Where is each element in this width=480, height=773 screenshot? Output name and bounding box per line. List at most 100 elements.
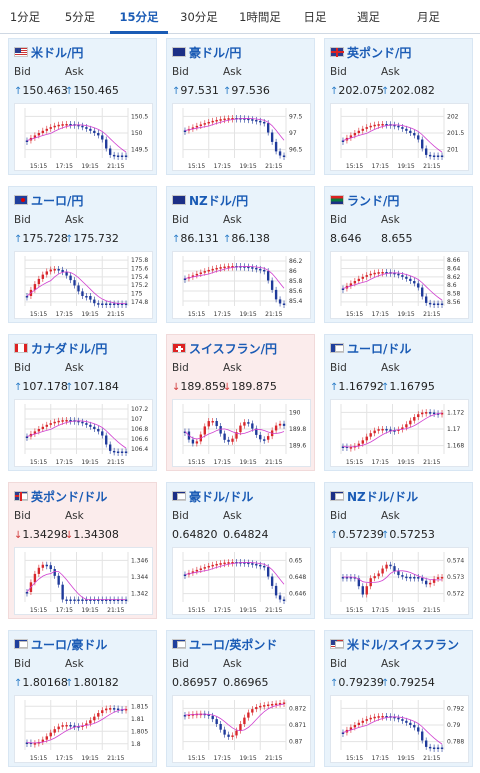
candle-body	[77, 420, 80, 423]
candle-body	[259, 564, 262, 567]
candle-body	[409, 278, 412, 282]
pair-name-link[interactable]: 豪ドル/ドル	[189, 490, 254, 504]
mini-candlestick-chart[interactable]: 202 201.5 201 15:15 17:15 19:15 21:15	[330, 103, 469, 171]
pair-name-link[interactable]: スイスフラン/円	[189, 342, 278, 356]
tab-2[interactable]: 15分足	[110, 0, 168, 34]
rate-card[interactable]: スイスフラン/円 Bid Ask ↓189.859 ↓189.875 190 189.8 18…	[166, 334, 315, 471]
pair-name-link[interactable]: 英ポンド/ドル	[31, 490, 108, 504]
tab-1[interactable]: 5分足	[64, 10, 96, 24]
candle-body	[57, 420, 60, 423]
candle-body	[381, 124, 384, 126]
mini-candlestick-chart[interactable]: 86.2 86 85.8 85.6 85.4 15:15 17:15 19:15 21:15	[172, 251, 311, 319]
mini-candlestick-chart[interactable]: 0.872 0.871 0.87 15:15 17:15 19:15 21:15	[172, 695, 311, 763]
candle-body	[235, 730, 238, 736]
pair-name-link[interactable]: ユーロ/英ポンド	[189, 638, 278, 652]
mini-candlestick-chart[interactable]: 1.815 1.81 1.805 1.8 15:15 17:15 19:15 21:15	[14, 695, 153, 763]
candle-body	[247, 118, 250, 121]
candle-body	[65, 272, 68, 276]
mini-candlestick-chart[interactable]: 0.792 0.79 0.788 15:15 17:15 19:15 21:15	[330, 695, 469, 763]
rate-card[interactable]: NZドル/円 Bid Ask ↑86.131 ↑86.138 86.2 86 85.8 85.6…	[166, 186, 315, 323]
pair-name-link[interactable]: ユーロ/ドル	[347, 342, 412, 356]
rate-card[interactable]: 英ポンド/ドル Bid Ask ↓1.34298 ↓1.34308 1.346 1.344 1…	[8, 482, 157, 619]
pair-name-link[interactable]: 英ポンド/円	[347, 46, 412, 60]
pair-name-link[interactable]: 米ドル/円	[31, 46, 84, 60]
candle-body	[116, 155, 120, 157]
candle-body	[97, 713, 100, 717]
pair-name-link[interactable]: ユーロ/豪ドル	[31, 638, 108, 652]
candle-body	[377, 429, 380, 431]
moving-average-line	[26, 570, 127, 600]
tab-5[interactable]: 日足	[303, 10, 327, 24]
chart-svg: 86.2 86 85.8 85.6 85.4 15:15 17:15 19:15 21:15	[182, 256, 303, 318]
y-tick-label: 0.648	[289, 574, 306, 581]
rate-card[interactable]: ユーロ/円 Bid Ask ↑175.728 ↑175.732 175.8 175.6 175…	[8, 186, 157, 323]
y-tick-label: 8.56	[447, 299, 461, 306]
currency-flag-icon	[14, 639, 28, 649]
tab-4[interactable]: 1時間足	[239, 10, 281, 24]
y-tick-label: 1.342	[131, 591, 148, 598]
mini-candlestick-chart[interactable]: 107.2 107 106.8 106.6 106.4 15:15 17:15 19:15 21…	[14, 399, 153, 467]
candle-body	[432, 155, 436, 157]
ask-price: ↑1.80182	[65, 676, 119, 689]
mini-candlestick-chart[interactable]: 8.66 8.64 8.62 8.6 8.58 8.56 15:15 17:15 19:15 21…	[330, 251, 469, 319]
mini-candlestick-chart[interactable]: 97.5 97 96.5 15:15 17:15 19:15 21:15	[172, 103, 311, 171]
candle-body	[417, 283, 420, 288]
bid-value: 202.075	[338, 84, 384, 97]
bid-price: ↑202.075	[330, 84, 384, 97]
candle-body	[120, 303, 124, 305]
candle-body	[247, 266, 250, 269]
mini-candlestick-chart[interactable]: 190 189.8 189.6 15:15 17:15 19:15 21:15	[172, 399, 311, 467]
pair-name-link[interactable]: ランド/円	[347, 194, 400, 208]
ask-value: 0.86965	[223, 676, 269, 689]
rate-card[interactable]: ランド/円 Bid Ask 8.646 8.655 8.66 8.64 8.62 8.6 8.58…	[324, 186, 473, 323]
mini-candlestick-chart[interactable]: 0.574 0.573 0.572 15:15 17:15 19:15 21:15	[330, 547, 469, 615]
pair-name-link[interactable]: ユーロ/円	[31, 194, 84, 208]
candle-body	[183, 431, 187, 433]
tab-0[interactable]: 1分足	[9, 10, 41, 24]
pair-name-link[interactable]: 豪ドル/円	[189, 46, 242, 60]
candle-body	[124, 599, 128, 601]
pair-name-link[interactable]: カナダドル/円	[31, 342, 108, 356]
rate-card[interactable]: 豪ドル/円 Bid Ask ↑97.531 ↑97.536 97.5 97 96.5 15:15…	[166, 38, 315, 175]
candle-body	[259, 705, 262, 708]
candle-body	[405, 576, 408, 579]
bid-price: ↑86.131	[172, 232, 219, 245]
x-tick-label: 17:15	[372, 311, 389, 318]
candle-body	[37, 567, 41, 574]
candle-body	[227, 266, 230, 268]
mini-candlestick-chart[interactable]: 175.8 175.6 175.4 175.2 175 174.8 15:15 17:15 19…	[14, 251, 153, 319]
y-tick-label: 97	[289, 130, 297, 137]
pair-name-link[interactable]: NZドル/円	[189, 194, 249, 208]
tab-3[interactable]: 30分足	[180, 10, 218, 24]
pair-name-link[interactable]: 米ドル/スイスフラン	[347, 638, 460, 652]
x-tick-label: 21:15	[265, 755, 282, 762]
moving-average-line	[184, 118, 285, 141]
tab-6[interactable]: 週足	[357, 10, 380, 24]
mini-candlestick-chart[interactable]: 1.346 1.344 1.342 15:15 17:15 19:15 21:15	[14, 547, 153, 615]
candle-body	[361, 586, 364, 595]
rate-card[interactable]: 米ドル/円 Bid Ask ↑150.463 ↑150.465 150.5 150 149.5…	[8, 38, 157, 175]
ask-value: 0.79254	[389, 676, 435, 689]
x-tick-label: 15:15	[188, 163, 205, 170]
ask-value: 8.655	[381, 232, 413, 245]
rate-card[interactable]: ユーロ/豪ドル Bid Ask ↑1.80168 ↑1.80182 1.815 1.81 1.…	[8, 630, 157, 767]
x-tick-label: 17:15	[56, 755, 73, 762]
mini-candlestick-chart[interactable]: 1.172 1.17 1.168 15:15 17:15 19:15 21:15	[330, 399, 469, 467]
tab-7[interactable]: 月足	[417, 10, 440, 24]
up-arrow-icon: ↑	[14, 234, 23, 245]
rate-card[interactable]: ユーロ/英ポンド Bid Ask 0.86957 0.86965 0.872 0.871 0.…	[166, 630, 315, 767]
rate-card[interactable]: NZドル/ドル Bid Ask ↑0.57239 ↑0.57253 0.574 0.573 0…	[324, 482, 473, 619]
rate-card[interactable]: ユーロ/ドル Bid Ask ↑1.16792 ↑1.16795 1.172 1.17 1.1…	[324, 334, 473, 471]
candle-body	[203, 271, 206, 273]
mini-candlestick-chart[interactable]: 0.65 0.648 0.646 15:15 17:15 19:15 21:15	[172, 547, 311, 615]
rate-card[interactable]: 豪ドル/ドル Bid Ask 0.64820 0.64824 0.65 0.648 0.646…	[166, 482, 315, 619]
rate-card[interactable]: 英ポンド/円 Bid Ask ↑202.075 ↑202.082 202 201.5 201 1…	[324, 38, 473, 175]
candle-body	[373, 576, 376, 579]
pair-name-link[interactable]: NZドル/ドル	[347, 490, 419, 504]
rate-card[interactable]: 米ドル/スイスフラン Bid Ask ↑0.79239 ↑0.79254 0.792 0.7…	[324, 630, 473, 767]
bid-value: 107.178	[22, 380, 68, 393]
rate-card[interactable]: カナダドル/円 Bid Ask ↑107.178 ↑107.184 107.2 107 106…	[8, 334, 157, 471]
mini-candlestick-chart[interactable]: 150.5 150 149.5 15:15 17:15 19:15 21:15	[14, 103, 153, 171]
up-arrow-icon: ↑	[381, 382, 390, 393]
candle-body	[263, 439, 266, 441]
